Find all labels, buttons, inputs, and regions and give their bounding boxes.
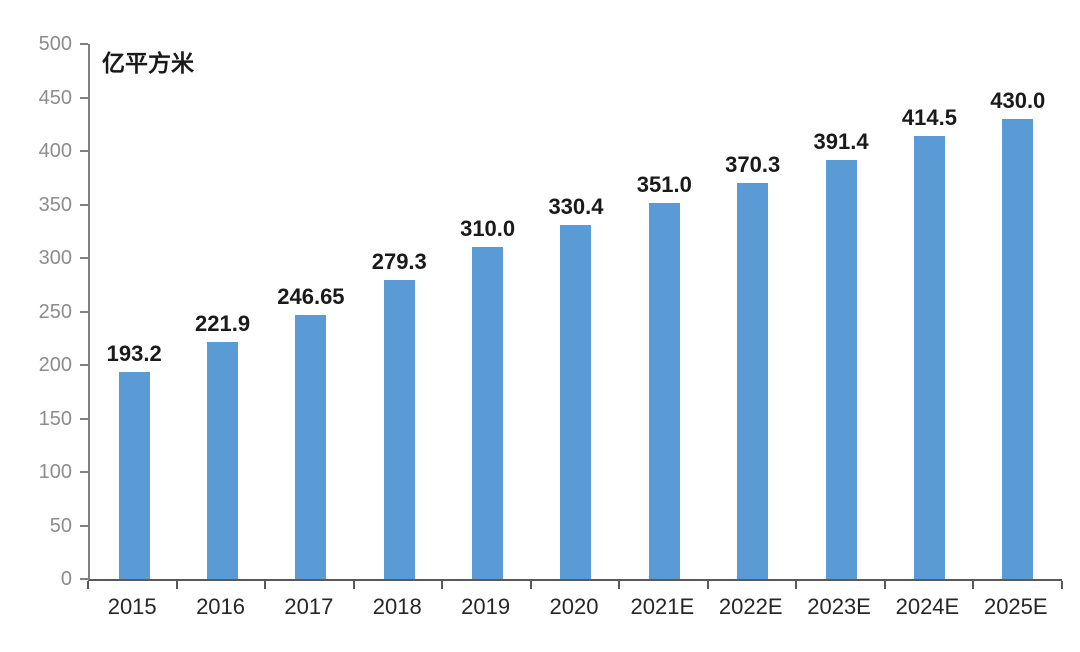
x-tick-mark	[529, 581, 532, 589]
y-tick-mark	[80, 43, 88, 45]
y-tick-mark	[80, 471, 88, 473]
y-axis: 0 50 100 150 200 250 300 350 400 450 500	[0, 34, 88, 589]
x-axis-ticks	[87, 581, 1063, 589]
x-category-label: 2017	[284, 594, 334, 619]
bar-column: 351.0	[620, 44, 708, 579]
x-tick-mark	[795, 581, 798, 589]
y-tick-label: 0	[60, 568, 72, 590]
x-tick-mark	[883, 581, 886, 589]
x-category-label: 2023E	[807, 594, 871, 619]
bar	[737, 182, 769, 579]
bar-value-label: 246.65	[277, 284, 345, 310]
x-category-label: 2025E	[983, 594, 1048, 619]
bar-column: 414.5	[885, 44, 973, 579]
y-tick-mark	[80, 578, 88, 580]
y-tick-mark	[80, 364, 88, 366]
bar	[913, 135, 945, 579]
x-axis-labels: 2015 2016 2017 2018 2019 2020 2021E 2022E 2023E 2…	[88, 594, 1060, 620]
bar-value-label: 330.4	[548, 194, 604, 220]
x-tick-mark	[352, 581, 355, 589]
x-tick-mark	[1061, 581, 1063, 589]
y-tick-mark	[80, 310, 88, 313]
bar-column: 193.2	[90, 44, 178, 579]
bar-column: 391.4	[797, 44, 885, 579]
bar-value-label: 351.0	[636, 172, 692, 198]
bar	[825, 160, 857, 579]
x-tick-mark	[175, 581, 178, 589]
bar-column: 246.65	[267, 44, 355, 579]
y-tick-label: 150	[38, 407, 72, 430]
bar	[295, 315, 327, 579]
bar-value-label: 414.5	[901, 104, 957, 130]
bar	[118, 372, 150, 579]
y-tick-mark	[80, 257, 88, 259]
bar-column: 370.3	[709, 44, 797, 579]
y-tick-label: 500	[38, 33, 72, 55]
x-category-label: 2020	[549, 594, 599, 619]
bar-value-label: 221.9	[195, 310, 251, 336]
y-axis-unit-label: 亿平方米	[102, 50, 194, 76]
bar-column: 430.0	[974, 44, 1062, 579]
y-tick-label: 350	[38, 193, 72, 216]
x-tick-mark	[264, 581, 267, 589]
x-category-label: 2015	[107, 594, 157, 619]
x-tick-mark	[87, 581, 89, 589]
bar	[472, 247, 504, 579]
bar-column: 330.4	[532, 44, 620, 579]
y-tick-label: 50	[49, 514, 72, 537]
y-tick-label: 200	[38, 354, 72, 376]
bar	[560, 225, 592, 579]
plot-area: 193.2 221.9 246.65 279.3 310.0 330.4 351.0 370.…	[88, 44, 1062, 581]
bar	[207, 341, 239, 579]
y-tick-mark	[80, 524, 88, 527]
bar-value-label: 193.2	[106, 341, 162, 367]
y-tick-label: 250	[38, 300, 72, 323]
x-tick-mark	[441, 581, 444, 589]
bars-container: 193.2 221.9 246.65 279.3 310.0 330.4 351.0 370.…	[90, 44, 1062, 579]
bar-column: 221.9	[178, 44, 266, 579]
y-tick-label: 450	[38, 86, 72, 109]
x-category-label: 2024E	[895, 594, 960, 619]
bar-value-label: 310.0	[460, 216, 516, 242]
bar-value-label: 370.3	[725, 151, 781, 177]
y-tick-mark	[80, 203, 88, 206]
bar	[383, 280, 415, 579]
y-tick-mark	[80, 417, 88, 420]
bar-column: 279.3	[355, 44, 443, 579]
bar-value-label: 279.3	[371, 249, 427, 275]
x-category-label: 2021E	[630, 594, 695, 619]
bar-value-label: 391.4	[813, 129, 869, 155]
y-tick-label: 100	[38, 461, 72, 483]
bar	[1002, 118, 1034, 579]
x-category-label: 2016	[196, 594, 246, 619]
bar-value-label: 430.0	[990, 87, 1046, 113]
y-tick-label: 300	[38, 247, 72, 269]
x-category-label: 2018	[372, 594, 422, 619]
bar-column: 310.0	[443, 44, 531, 579]
y-tick-label: 400	[38, 140, 72, 162]
y-tick-mark	[80, 150, 88, 152]
x-category-label: 2019	[461, 594, 511, 619]
x-tick-mark	[972, 581, 975, 589]
y-tick-mark	[80, 96, 88, 99]
bar	[648, 203, 680, 579]
x-tick-mark	[706, 581, 709, 589]
x-tick-mark	[618, 581, 621, 589]
x-category-label: 2022E	[718, 594, 783, 619]
